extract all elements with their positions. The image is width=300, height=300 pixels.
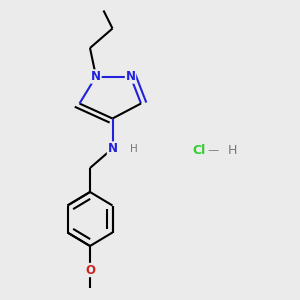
- Text: O: O: [85, 263, 95, 277]
- Text: H: H: [228, 143, 237, 157]
- Text: Cl: Cl: [192, 143, 205, 157]
- Text: N: N: [107, 142, 118, 155]
- Text: —: —: [207, 145, 219, 155]
- Text: N: N: [125, 70, 136, 83]
- Text: H: H: [130, 143, 137, 154]
- Text: N: N: [91, 70, 101, 83]
